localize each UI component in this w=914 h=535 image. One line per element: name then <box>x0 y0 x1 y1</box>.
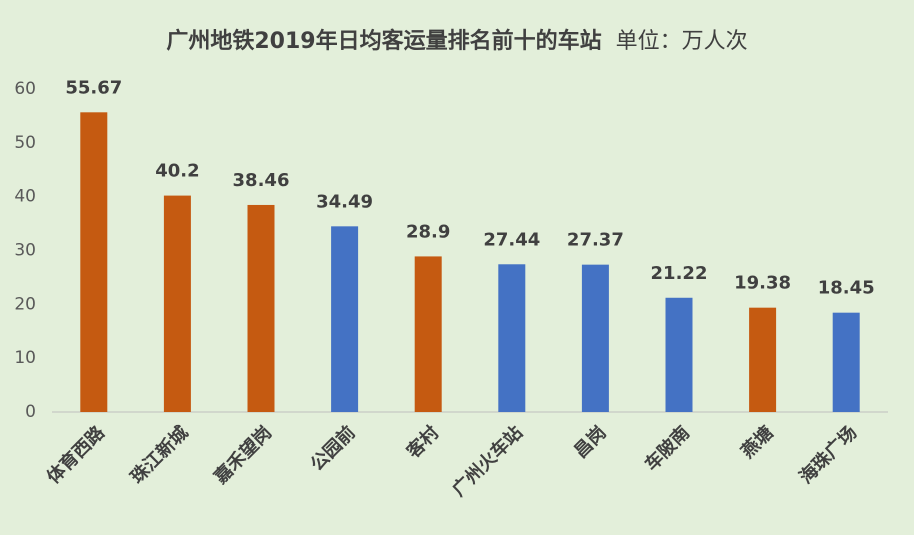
value-label: 27.44 <box>483 229 540 250</box>
bar <box>665 297 693 412</box>
bar <box>581 264 609 412</box>
value-label: 27.37 <box>567 230 624 251</box>
bar <box>80 112 108 413</box>
bar <box>832 312 860 412</box>
chart-subtitle: 单位：万人次 <box>616 29 748 54</box>
bar <box>749 307 777 412</box>
y-tick-label: 50 <box>14 133 36 153</box>
bar <box>163 195 191 412</box>
value-label: 19.38 <box>734 273 791 294</box>
value-label: 18.45 <box>818 278 875 299</box>
y-tick-label: 40 <box>14 187 36 207</box>
bar <box>498 264 526 412</box>
y-tick-label: 60 <box>14 79 36 99</box>
y-tick-label: 30 <box>14 241 36 261</box>
value-label: 28.9 <box>406 221 450 242</box>
y-tick-label: 0 <box>25 402 36 422</box>
bar <box>247 204 275 412</box>
chart-title: 广州地铁2019年日均客运量排名前十的车站 <box>166 28 601 54</box>
chart-title-group: 广州地铁2019年日均客运量排名前十的车站 单位：万人次 <box>166 28 747 54</box>
value-label: 38.46 <box>233 170 290 191</box>
bar <box>414 256 442 412</box>
value-label: 55.67 <box>65 77 122 98</box>
value-label: 34.49 <box>316 191 373 212</box>
value-label: 21.22 <box>651 263 708 284</box>
bar <box>331 226 359 412</box>
y-tick-label: 10 <box>14 348 36 368</box>
value-label: 40.2 <box>155 161 199 182</box>
y-tick-label: 20 <box>14 294 36 314</box>
